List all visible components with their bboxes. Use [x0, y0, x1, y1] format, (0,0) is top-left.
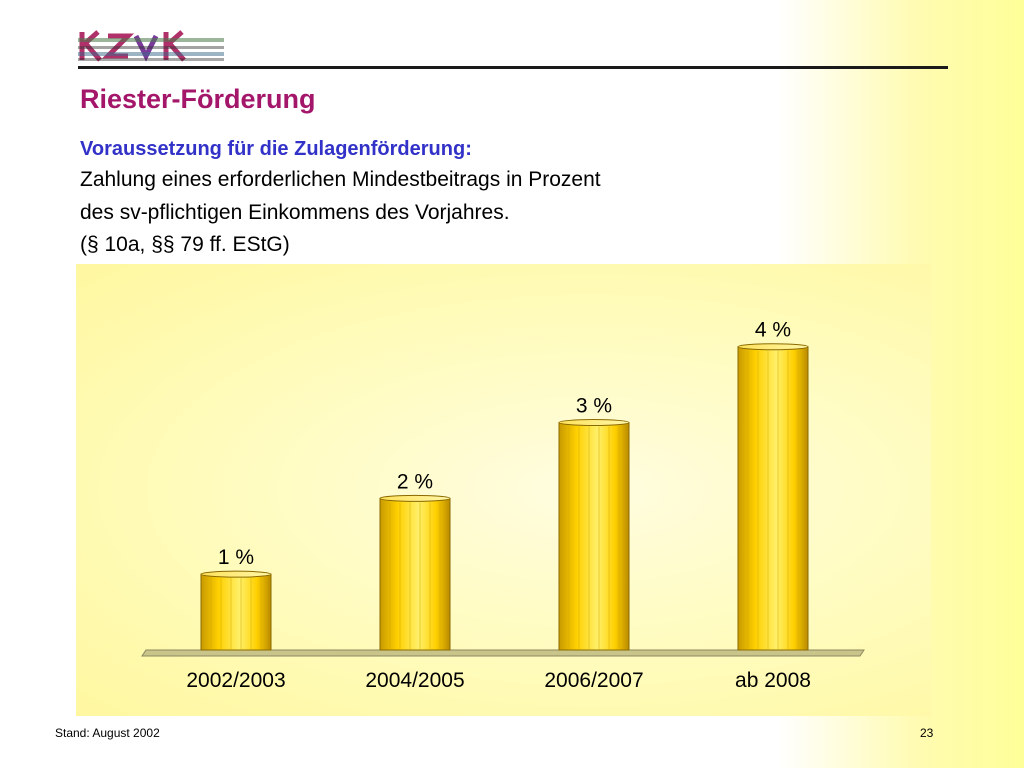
page-number: 23 [920, 726, 934, 740]
chart-panel: 1 % 2 % 3 % 4 % 2002/2003 2004/2005 2006/2007… [76, 264, 931, 716]
category-label-2: 2004/2005 [365, 669, 464, 692]
bar-1-top [200, 570, 272, 578]
bar-4-top [737, 343, 809, 351]
bar-3 [558, 422, 630, 651]
section-subtitle: Voraussetzung für die Zulagenförderung: [80, 138, 472, 160]
category-labels-group: 2002/2003 2004/2005 2006/2007 ab 2008 [186, 669, 811, 692]
bar-chart: 1 % 2 % 3 % 4 % 2002/2003 2004/2005 2006/2007… [141, 319, 865, 692]
header-divider [78, 66, 948, 69]
bars-group [200, 343, 809, 651]
category-label-1: 2002/2003 [186, 669, 285, 692]
footer-date: Stand: August 2002 [55, 726, 160, 740]
description-line-2: des sv-pflichtigen Einkommens des Vorjah… [80, 201, 510, 224]
bar-4 [737, 346, 809, 651]
data-label-1: 1 % [218, 546, 254, 569]
page-title: Riester-Förderung [80, 84, 316, 114]
data-label-2: 2 % [397, 470, 433, 493]
logo-image [78, 26, 224, 64]
category-label-4: ab 2008 [735, 669, 811, 692]
description-line-1: Zahlung eines erforderlichen Mindestbeit… [80, 168, 601, 191]
category-label-3: 2006/2007 [544, 669, 643, 692]
data-label-4: 4 % [755, 319, 791, 342]
data-labels-group: 1 % 2 % 3 % 4 % [218, 319, 791, 569]
bar-1 [200, 573, 272, 651]
bar-3-top [558, 419, 630, 427]
chart-floor [141, 649, 865, 657]
description-line-3: (§ 10a, §§ 79 ff. EStG) [80, 233, 290, 256]
bar-2 [379, 497, 451, 651]
bar-2-top [379, 494, 451, 502]
data-label-3: 3 % [576, 395, 612, 418]
